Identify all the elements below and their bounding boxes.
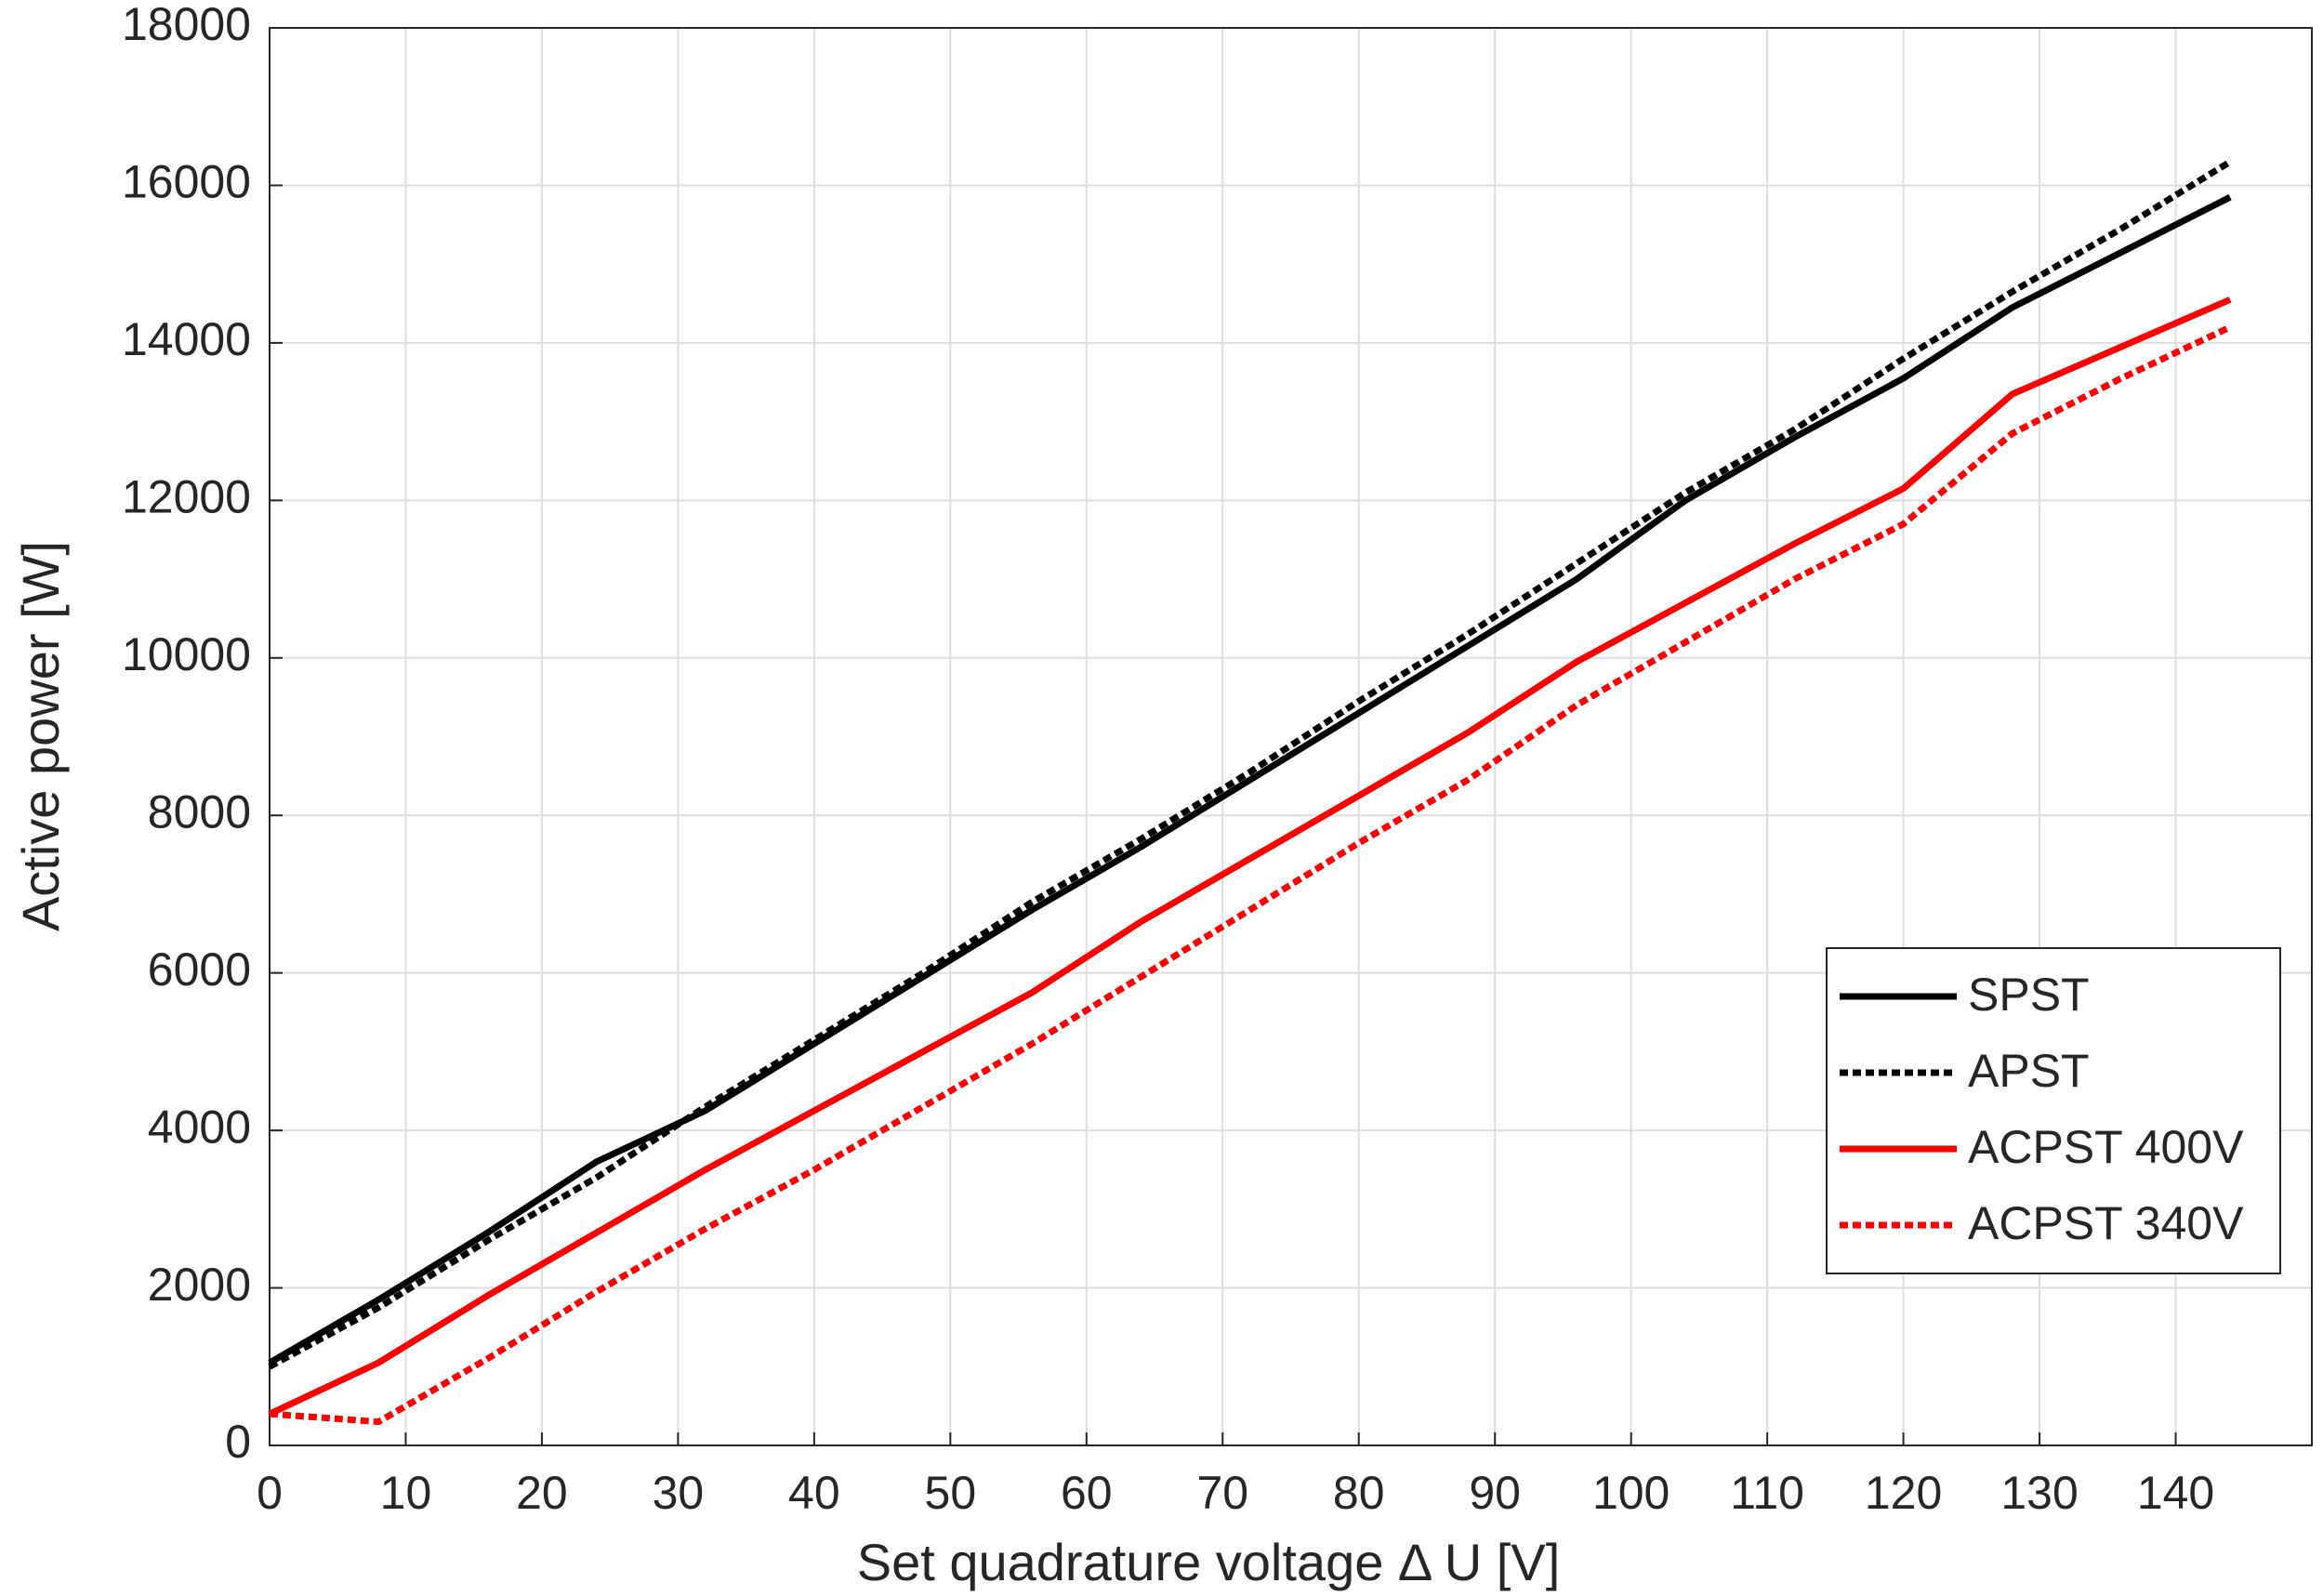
x-tick-label: 90 (1469, 1467, 1521, 1519)
y-tick-label: 16000 (122, 156, 251, 208)
legend-label: SPST (1968, 969, 2090, 1021)
x-tick-label: 0 (257, 1467, 283, 1519)
x-tick-label: 40 (788, 1467, 840, 1519)
y-axis-label: Active power [W] (11, 541, 70, 931)
x-tick-label: 100 (1592, 1467, 1670, 1519)
legend: SPST APST ACPST 400V ACPST 340V (1826, 947, 2281, 1274)
x-tick-label: 50 (925, 1467, 977, 1519)
series-line (268, 297, 2232, 1418)
x-tick-label: 60 (1061, 1467, 1113, 1519)
x-tick-label: 130 (2000, 1467, 2078, 1519)
x-tick-label: 10 (380, 1467, 432, 1519)
x-axis-label: Set quadrature voltage Δ U [V] (857, 1533, 1561, 1591)
legend-label: APST (1968, 1045, 2090, 1097)
legend-label: ACPST 340V (1968, 1197, 2244, 1249)
y-tick-label: 10000 (122, 628, 251, 680)
y-tick-label: 18000 (122, 0, 251, 50)
series-line (268, 194, 2232, 1366)
x-tick-label: 120 (1865, 1467, 1942, 1519)
series-line (269, 323, 2232, 1426)
series-line (268, 159, 2232, 1370)
y-tick-label: 4000 (148, 1101, 251, 1153)
y-tick-label: 2000 (148, 1259, 251, 1311)
y-tick-label: 6000 (148, 943, 251, 996)
x-tick-label: 30 (653, 1467, 705, 1519)
legend-box (1826, 947, 2281, 1274)
legend-label: ACPST 400V (1968, 1121, 2244, 1173)
y-tick-label: 14000 (122, 313, 251, 365)
x-tick-label: 20 (516, 1467, 568, 1519)
x-tick-label: 70 (1196, 1467, 1248, 1519)
y-tick-label: 8000 (148, 785, 251, 838)
y-tick-label: 12000 (122, 471, 251, 523)
x-tick-label: 110 (1730, 1467, 1804, 1519)
plot-frame (269, 27, 2313, 1446)
y-tick-label: 0 (225, 1416, 251, 1468)
x-tick-label: 140 (2137, 1467, 2214, 1519)
x-tick-label: 80 (1333, 1467, 1385, 1519)
